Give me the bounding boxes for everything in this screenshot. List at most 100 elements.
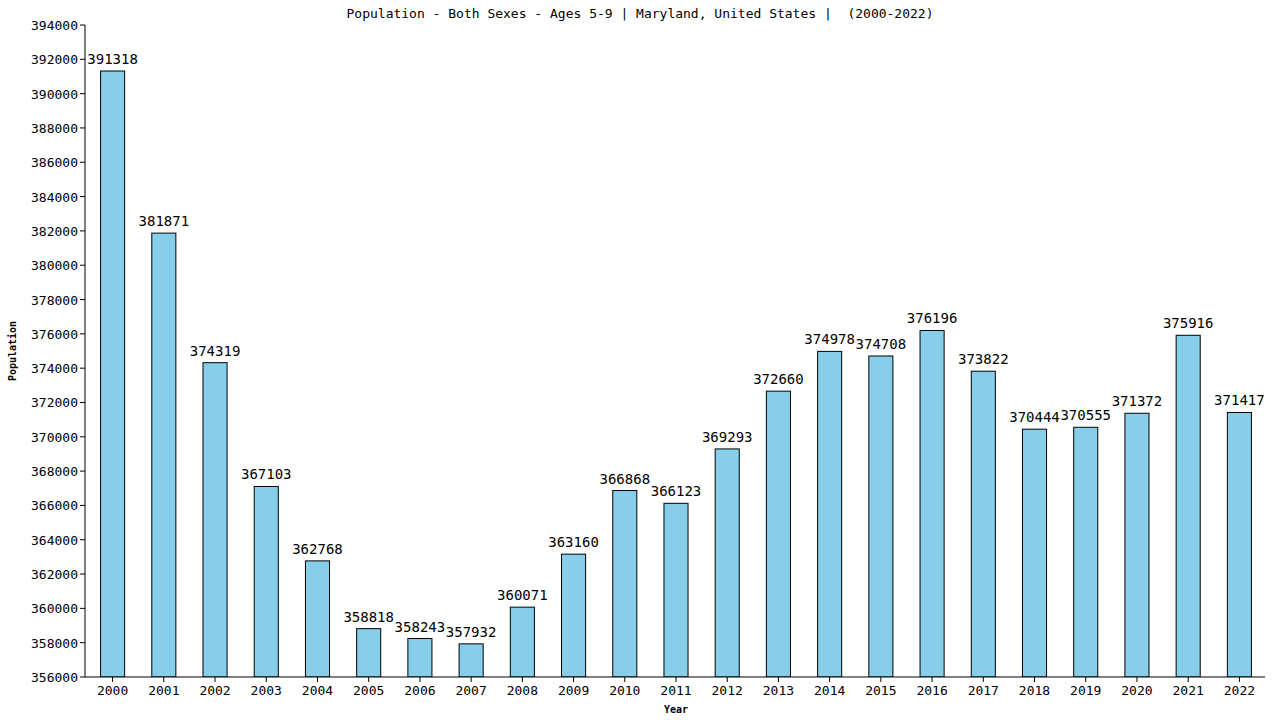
data-label: 374319 bbox=[190, 343, 241, 359]
y-tick bbox=[80, 196, 85, 197]
x-tick-label: 2007 bbox=[455, 683, 486, 698]
x-tick-label: 2017 bbox=[968, 683, 999, 698]
y-tick bbox=[80, 25, 85, 26]
x-tick bbox=[1239, 677, 1240, 682]
x-tick bbox=[676, 677, 677, 682]
bar bbox=[408, 639, 432, 677]
y-tick bbox=[80, 333, 85, 334]
y-tick bbox=[80, 574, 85, 575]
y-tick bbox=[80, 436, 85, 437]
data-label: 357932 bbox=[446, 624, 497, 640]
bar bbox=[971, 371, 995, 677]
x-tick bbox=[829, 677, 830, 682]
title: Population - Both Sexes - Ages 5-9 | Mar… bbox=[347, 6, 934, 21]
data-label: 358243 bbox=[395, 619, 446, 635]
y-tick-label: 394000 bbox=[31, 18, 78, 33]
y-tick bbox=[80, 471, 85, 472]
y-tick-label: 358000 bbox=[31, 636, 78, 651]
x-tick bbox=[163, 677, 164, 682]
y-axis-line bbox=[85, 25, 86, 677]
data-label: 375916 bbox=[1163, 315, 1214, 331]
y-tick bbox=[80, 265, 85, 266]
bar bbox=[1074, 427, 1098, 677]
bar bbox=[459, 644, 483, 677]
x-tick-label: 2016 bbox=[916, 683, 947, 698]
y-tick-label: 366000 bbox=[31, 498, 78, 513]
x-tick bbox=[624, 677, 625, 682]
y-tick-label: 376000 bbox=[31, 327, 78, 342]
y-tick bbox=[80, 677, 85, 678]
x-tick bbox=[215, 677, 216, 682]
x-tick bbox=[778, 677, 779, 682]
data-label: 374708 bbox=[856, 336, 907, 352]
bar bbox=[357, 629, 381, 677]
x-tick bbox=[573, 677, 574, 682]
x-tick-label: 2022 bbox=[1224, 683, 1255, 698]
y-tick-label: 364000 bbox=[31, 533, 78, 548]
x-tick bbox=[1136, 677, 1137, 682]
data-label: 370555 bbox=[1060, 407, 1111, 423]
x-tick bbox=[266, 677, 267, 682]
x-tick-label: 2018 bbox=[1019, 683, 1050, 698]
data-label: 358818 bbox=[343, 609, 394, 625]
x-tick bbox=[419, 677, 420, 682]
chart: 3913183818713743193671033627683588183582… bbox=[0, 0, 1280, 720]
x-tick bbox=[368, 677, 369, 682]
y-tick-label: 388000 bbox=[31, 121, 78, 136]
data-label: 360071 bbox=[497, 587, 548, 603]
y-tick bbox=[80, 539, 85, 540]
x-tick-label: 2021 bbox=[1173, 683, 1204, 698]
y-tick bbox=[80, 93, 85, 94]
x-tick-label: 2014 bbox=[814, 683, 845, 698]
x-tick-label: 2009 bbox=[558, 683, 589, 698]
y-tick-label: 362000 bbox=[31, 567, 78, 582]
x-tick-label: 2004 bbox=[302, 683, 333, 698]
y-axis-label: Population bbox=[7, 321, 18, 381]
bar bbox=[766, 391, 790, 677]
x-tick-label: 2011 bbox=[660, 683, 691, 698]
data-label: 373822 bbox=[958, 351, 1009, 367]
data-label: 381871 bbox=[139, 213, 190, 229]
data-label: 370444 bbox=[1009, 409, 1060, 425]
data-label: 374978 bbox=[804, 331, 855, 347]
x-axis-label: Year bbox=[664, 704, 688, 715]
x-tick bbox=[727, 677, 728, 682]
bar bbox=[920, 330, 944, 677]
x-tick-label: 2001 bbox=[148, 683, 179, 698]
data-label: 369293 bbox=[702, 429, 753, 445]
x-tick bbox=[1034, 677, 1035, 682]
y-tick-label: 386000 bbox=[31, 155, 78, 170]
data-label: 372660 bbox=[753, 371, 804, 387]
data-label: 391318 bbox=[87, 51, 138, 67]
y-tick-label: 356000 bbox=[31, 670, 78, 685]
bar bbox=[869, 356, 893, 677]
x-tick bbox=[880, 677, 881, 682]
data-label: 363160 bbox=[548, 534, 599, 550]
y-tick-label: 374000 bbox=[31, 361, 78, 376]
x-axis-line bbox=[85, 677, 1265, 678]
x-tick-label: 2010 bbox=[609, 683, 640, 698]
y-tick bbox=[80, 642, 85, 643]
bar bbox=[664, 503, 688, 677]
x-tick bbox=[1188, 677, 1189, 682]
bar bbox=[562, 554, 586, 677]
bar bbox=[203, 363, 227, 677]
x-tick-label: 2003 bbox=[251, 683, 282, 698]
y-tick bbox=[80, 127, 85, 128]
bar bbox=[1227, 412, 1251, 677]
x-tick bbox=[471, 677, 472, 682]
bar bbox=[1176, 335, 1200, 677]
data-label: 367103 bbox=[241, 466, 292, 482]
y-tick bbox=[80, 402, 85, 403]
x-tick-label: 2000 bbox=[97, 683, 128, 698]
y-tick bbox=[80, 608, 85, 609]
bar bbox=[1022, 429, 1046, 677]
y-tick bbox=[80, 230, 85, 231]
bars bbox=[101, 71, 1252, 677]
bar bbox=[715, 449, 739, 677]
background bbox=[0, 0, 1280, 720]
x-tick bbox=[983, 677, 984, 682]
bar bbox=[818, 351, 842, 677]
x-tick-label: 2012 bbox=[712, 683, 743, 698]
y-tick bbox=[80, 162, 85, 163]
